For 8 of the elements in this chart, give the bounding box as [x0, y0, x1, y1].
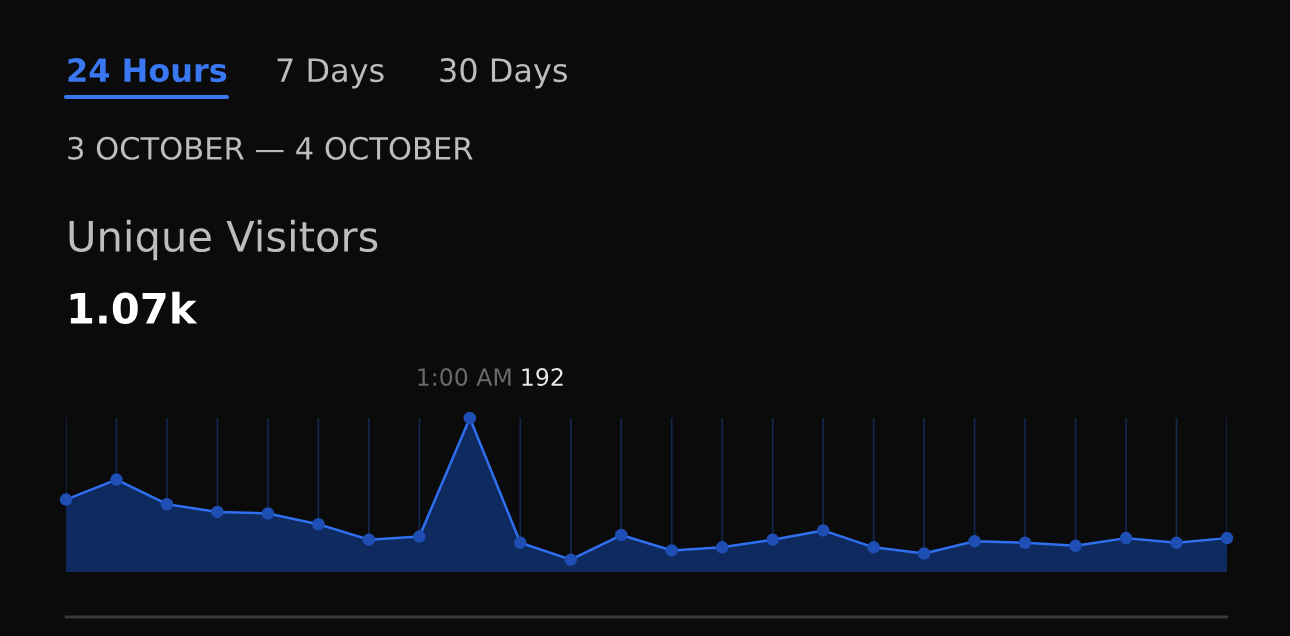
chart-subtitle: 3 OCTOBER — 4 OCTOBER: [68, 136, 473, 160]
text: 7 Days: [277, 58, 384, 89]
text: 1:00 AM: [418, 368, 511, 386]
text: 24 Hours: [68, 58, 227, 83]
text: 1.07k: [70, 291, 198, 325]
text: 192: [522, 368, 563, 386]
chart-title: Unique Visitors: [69, 219, 378, 261]
text: 30 Days: [440, 58, 567, 89]
